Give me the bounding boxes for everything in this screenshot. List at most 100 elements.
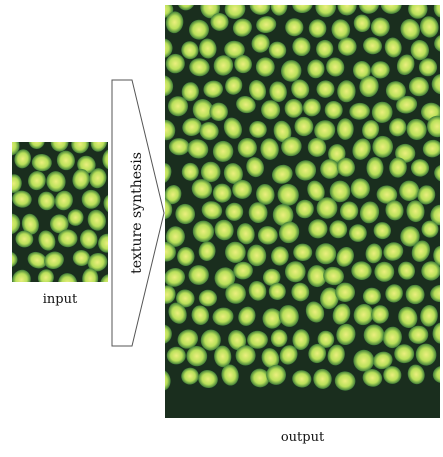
texture-cell: [214, 219, 234, 241]
texture-cell: [232, 18, 252, 37]
texture-cell: [192, 220, 215, 243]
texture-cell: [168, 302, 187, 324]
texture-cell: [307, 265, 327, 288]
texture-cell: [353, 304, 374, 326]
texture-cell: [165, 11, 184, 34]
texture-cell: [46, 171, 66, 192]
texture-cell: [225, 76, 243, 95]
texture-cell: [213, 55, 234, 76]
texture-cell: [320, 287, 339, 310]
texture-cell: [434, 34, 440, 53]
texture-cell: [249, 5, 271, 15]
texture-cell: [339, 201, 359, 221]
texture-cell: [308, 19, 327, 38]
texture-cell: [235, 345, 256, 366]
texture-cell: [58, 273, 78, 282]
texture-cell: [38, 230, 56, 251]
input-caption: input: [42, 292, 78, 307]
texture-cell: [372, 135, 394, 158]
texture-cell: [385, 81, 406, 101]
texture-cell: [316, 197, 338, 219]
texture-cell: [181, 82, 199, 102]
texture-cell: [314, 120, 336, 141]
texture-cell: [102, 148, 108, 170]
texture-cell: [421, 220, 439, 238]
texture-cell: [175, 203, 196, 225]
texture-cell: [223, 117, 242, 139]
texture-cell: [433, 245, 440, 267]
texture-cell: [279, 345, 298, 365]
texture-cell: [432, 322, 440, 344]
texture-cell: [420, 305, 438, 327]
texture-cell: [315, 243, 337, 265]
texture-cell: [421, 261, 440, 281]
texture-cell: [268, 41, 287, 59]
texture-cell: [418, 58, 438, 77]
texture-cell: [293, 243, 313, 262]
texture-cell: [12, 213, 21, 235]
texture-cell: [247, 330, 268, 349]
texture-cell: [57, 229, 78, 248]
texture-cell: [79, 229, 98, 249]
texture-cell: [198, 241, 216, 261]
texture-cell: [278, 305, 299, 327]
texture-cell: [168, 96, 188, 117]
texture-cell: [191, 305, 210, 325]
texture-cell: [37, 191, 56, 211]
texture-cell: [389, 118, 407, 137]
texture-cell: [191, 179, 213, 199]
texture-cell: [434, 164, 440, 183]
texture-cell: [362, 369, 383, 387]
texture-cell: [359, 75, 379, 98]
texture-cell: [98, 233, 108, 253]
texture-cell: [278, 221, 300, 244]
texture-cell: [272, 204, 294, 226]
texture-cell: [406, 200, 425, 223]
texture-cell: [273, 120, 292, 143]
texture-cell: [82, 268, 99, 282]
texture-cell: [373, 222, 391, 240]
texture-cell: [294, 116, 314, 137]
texture-cell: [67, 209, 84, 226]
texture-cell: [396, 54, 415, 76]
texture-cell: [168, 138, 190, 156]
texture-cell: [248, 280, 267, 301]
texture-cell: [408, 76, 429, 97]
texture-cell: [87, 252, 108, 272]
texture-cell: [210, 12, 229, 31]
texture-cell: [260, 138, 279, 160]
texture-cell: [27, 251, 47, 269]
texture-cell: [433, 5, 440, 18]
texture-cell: [324, 101, 343, 119]
texture-cell: [284, 99, 303, 118]
texture-cell: [212, 307, 234, 326]
texture-cell: [187, 139, 209, 159]
texture-cell: [326, 57, 345, 77]
texture-cell: [400, 226, 420, 247]
texture-cell: [71, 142, 89, 154]
texture-cell: [209, 102, 228, 122]
texture-cell: [331, 19, 351, 40]
texture-cell: [165, 185, 182, 205]
texture-cell: [271, 164, 293, 184]
texture-cell: [223, 163, 243, 184]
texture-cell: [336, 118, 354, 140]
texture-cell: [349, 224, 367, 242]
texture-cell: [363, 37, 382, 55]
texture-cell: [407, 364, 425, 385]
texture-cell: [371, 101, 393, 123]
texture-cell: [430, 284, 440, 303]
texture-cell: [12, 174, 22, 193]
texture-cell: [12, 251, 18, 268]
texture-cell: [411, 240, 431, 262]
texture-cell: [400, 19, 420, 40]
texture-cell: [176, 289, 195, 308]
texture-cell: [165, 75, 174, 97]
texture-cell: [349, 102, 370, 120]
texture-cell: [165, 226, 185, 247]
texture-cell: [396, 95, 418, 114]
texture-cell: [203, 80, 223, 98]
texture-cell: [307, 59, 325, 79]
texture-cell: [165, 369, 171, 391]
texture-cell: [249, 120, 267, 138]
